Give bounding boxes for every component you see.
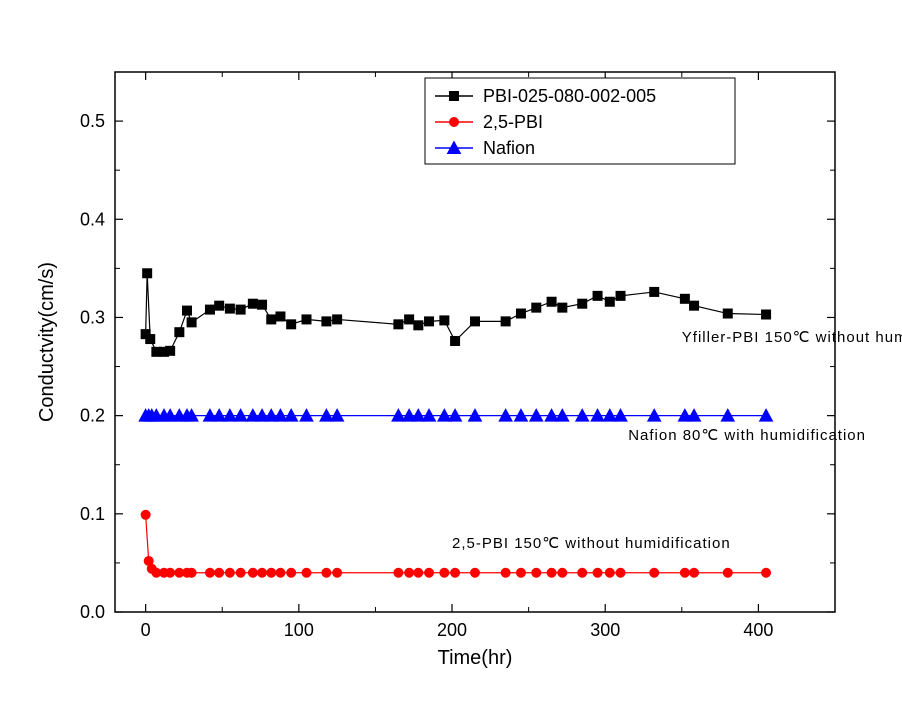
series-nafion <box>139 409 772 421</box>
legend: PBI-025-080-002-005 2,5-PBI Nafion <box>425 78 735 164</box>
svg-text:400: 400 <box>743 620 773 640</box>
svg-text:0.3: 0.3 <box>80 307 105 327</box>
svg-text:Time(hr): Time(hr) <box>438 647 513 669</box>
svg-text:0.4: 0.4 <box>80 209 105 229</box>
svg-text:300: 300 <box>590 620 620 640</box>
svg-text:Conductvity(cm/s): Conductvity(cm/s) <box>36 262 58 422</box>
chart-container: 0 100 200 300 400 0.0 0.1 0.2 0.3 0.4 0.5 Time(hr) C… <box>0 0 902 702</box>
series-pbi <box>141 269 770 357</box>
legend-label-nafion: Nafion <box>483 138 535 158</box>
legend-label-pbi: PBI-025-080-002-005 <box>483 86 656 106</box>
svg-text:0: 0 <box>141 620 151 640</box>
chart-svg: 0 100 200 300 400 0.0 0.1 0.2 0.3 0.4 0.5 Time(hr) C… <box>0 0 902 702</box>
legend-label-pbi25: 2,5-PBI <box>483 112 543 132</box>
svg-text:0.1: 0.1 <box>80 504 105 524</box>
svg-text:0.2: 0.2 <box>80 406 105 426</box>
svg-text:0.0: 0.0 <box>80 602 105 622</box>
anno-25pbi: 2,5-PBI 150℃ without humidification <box>452 535 731 552</box>
svg-text:100: 100 <box>284 620 314 640</box>
svg-text:200: 200 <box>437 620 467 640</box>
anno-nafion: Nafion 80℃ with humidification <box>628 427 866 444</box>
anno-yfiller: Yfiller-PBI 150℃ without humidification <box>682 329 902 346</box>
svg-text:0.5: 0.5 <box>80 111 105 131</box>
